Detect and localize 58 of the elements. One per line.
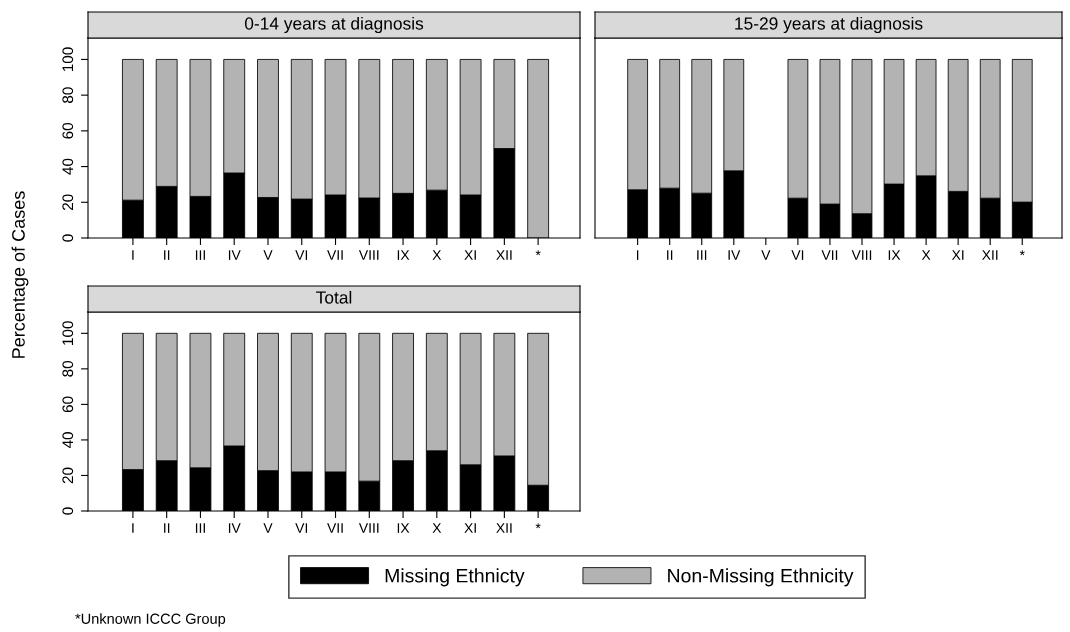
x-tick-label: V: [761, 250, 771, 260]
y-tick-label: 40: [62, 432, 74, 449]
y-tick-label: 100: [62, 321, 74, 345]
x-tick-label: VII: [327, 523, 343, 533]
y-tick-label: 20: [62, 467, 74, 484]
chart-title: 15-29 years at diagnosis: [735, 16, 923, 34]
x-tick-label: X: [921, 250, 931, 260]
x-tick-label: VIII: [851, 250, 872, 260]
x-tick-label: V: [263, 523, 273, 533]
x-tick-label: IX: [888, 250, 901, 260]
y-tick-label: 0: [62, 234, 74, 242]
x-tick-label: I: [132, 250, 134, 260]
x-tick-label: XII: [496, 523, 512, 533]
x-tick-label: III: [697, 250, 707, 260]
y-tick-label: 100: [62, 47, 74, 72]
x-tick-label: VIII: [358, 523, 379, 533]
x-tick-label: II: [667, 250, 673, 260]
x-tick-label: IV: [728, 250, 741, 260]
x-tick-label: II: [164, 250, 170, 260]
x-tick-label: V: [263, 250, 273, 260]
x-tick-label: VII: [327, 250, 343, 260]
x-tick-label: VI: [295, 250, 308, 260]
x-tick-label: *: [535, 250, 541, 256]
y-axis-title: Percentage of Cases: [11, 191, 29, 358]
chart-title: 0-14 years at diagnosis: [244, 16, 424, 34]
x-tick-label: XII: [982, 250, 998, 260]
x-tick-label: IV: [228, 523, 241, 533]
y-tick-label: 60: [62, 122, 74, 139]
y-tick-label: 0: [62, 507, 74, 515]
y-tick-label: 80: [62, 360, 74, 377]
x-tick-label: VI: [791, 250, 804, 260]
x-tick-label: X: [432, 523, 442, 533]
y-tick-label: 40: [62, 158, 74, 175]
x-tick-label: X: [432, 250, 442, 260]
x-tick-label: I: [132, 523, 134, 533]
legend-label: Non-Missing Ethnicity: [668, 568, 854, 587]
text: *Unknown ICCC Group: [75, 613, 226, 627]
x-tick-label: VI: [295, 523, 308, 533]
x-tick-label: IX: [397, 250, 410, 260]
x-tick-label: XI: [464, 250, 476, 260]
x-tick-label: IX: [397, 523, 410, 533]
x-tick-label: III: [195, 523, 205, 533]
x-tick-label: III: [195, 250, 205, 260]
y-tick-label: 80: [62, 87, 74, 103]
legend-label: Missing Ethnicty: [385, 568, 525, 587]
x-tick-label: *: [535, 523, 541, 529]
y-tick-label: 20: [62, 194, 74, 211]
x-tick-label: XI: [464, 523, 476, 533]
x-tick-label: I: [636, 250, 639, 260]
x-tick-label: XI: [951, 250, 964, 260]
x-tick-label: VIII: [358, 250, 379, 260]
x-tick-label: IV: [228, 250, 241, 260]
y-tick-label: 60: [62, 396, 74, 413]
x-tick-label: *: [1019, 250, 1025, 256]
x-tick-label: XII: [496, 250, 512, 260]
chart-title: Total: [316, 290, 352, 304]
x-tick-label: II: [164, 523, 170, 533]
x-tick-label: VII: [821, 250, 838, 260]
